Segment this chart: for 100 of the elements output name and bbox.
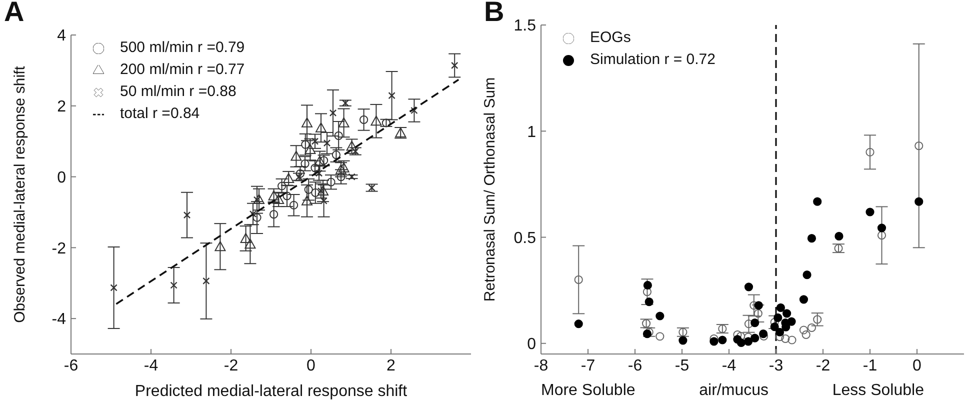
point	[802, 270, 812, 280]
point	[290, 200, 298, 210]
point	[326, 178, 336, 186]
point	[388, 92, 396, 100]
y-tick-label: 4	[57, 28, 66, 45]
point	[678, 336, 688, 345]
point	[656, 312, 664, 320]
point	[866, 148, 874, 156]
point	[754, 301, 763, 310]
legend-label: 50 ml/min r =0.88	[120, 83, 236, 100]
point	[644, 297, 654, 306]
legend-label: 200 ml/min r =0.77	[120, 61, 245, 78]
legend-label: Simulation r = 0.72	[590, 51, 716, 68]
point	[244, 238, 256, 249]
point	[914, 197, 924, 206]
point	[302, 195, 312, 206]
x-tick-label: -2	[816, 357, 830, 374]
point	[744, 337, 753, 346]
x-tick-label: -6	[64, 357, 78, 374]
x-tick-label: -4	[144, 357, 158, 374]
point	[799, 295, 808, 304]
point	[301, 140, 310, 149]
x-tick-label: -8	[534, 357, 548, 374]
legend-label: EOGs	[590, 29, 631, 46]
point	[202, 277, 210, 285]
point	[776, 303, 785, 312]
point	[283, 173, 294, 184]
point	[807, 323, 816, 332]
point	[754, 309, 762, 318]
point	[718, 336, 727, 344]
x-tick-label: 2	[386, 357, 396, 374]
point	[170, 282, 178, 289]
y-tick-label: 0	[57, 169, 66, 186]
point	[282, 192, 292, 200]
text: B	[484, 0, 504, 28]
point	[270, 210, 278, 219]
point	[788, 336, 796, 344]
point	[710, 337, 718, 346]
point	[718, 324, 727, 334]
text: More Soluble	[541, 382, 636, 400]
point	[296, 169, 304, 178]
point	[574, 275, 583, 284]
point	[744, 282, 754, 292]
point	[304, 185, 313, 194]
point	[656, 332, 664, 341]
point	[338, 117, 350, 128]
point	[574, 320, 583, 328]
x-tick-label: 0	[306, 357, 316, 374]
point	[110, 284, 118, 292]
point	[278, 182, 286, 190]
point	[240, 232, 252, 243]
point	[360, 115, 368, 124]
point	[781, 334, 790, 344]
text: A	[4, 0, 24, 28]
point	[254, 194, 264, 204]
legend-label: total r =0.84	[120, 105, 200, 122]
x-tick-label: -3	[768, 357, 784, 374]
point	[770, 322, 779, 332]
x-tick-label: -4	[722, 357, 736, 374]
point	[807, 234, 816, 243]
point	[877, 231, 886, 240]
x-axis-title: Predicted medial-lateral response shift	[134, 383, 408, 400]
point	[183, 211, 191, 219]
point	[310, 164, 320, 172]
point	[316, 122, 326, 132]
y-axis-title: Observed medial-lateral response shift	[11, 65, 28, 323]
point	[750, 334, 760, 342]
point	[311, 188, 320, 198]
y-axis-title: Retronasal Sum/ Orthonasal Sum	[481, 77, 498, 302]
point	[410, 106, 418, 114]
point	[834, 244, 843, 253]
y-tick-label: 2	[57, 98, 66, 116]
point	[214, 241, 226, 252]
y-tick-label: -4	[52, 311, 66, 328]
point	[813, 197, 822, 206]
x-tick-label: -7	[580, 357, 596, 374]
point	[323, 140, 331, 147]
y-tick-label: 1.5	[514, 18, 536, 35]
point	[877, 224, 886, 232]
point	[866, 208, 874, 216]
y-tick-label: -2	[52, 240, 66, 258]
point	[813, 315, 822, 324]
point	[342, 99, 349, 107]
y-tick-label: 0.5	[514, 230, 536, 247]
x-tick-label: -5	[674, 357, 690, 374]
point	[290, 150, 302, 161]
text: Less Soluble	[832, 382, 925, 400]
point	[799, 326, 808, 334]
y-tick-label: 1	[527, 124, 536, 141]
point	[642, 288, 652, 296]
point	[370, 116, 382, 126]
y-tick-label: 0	[527, 336, 536, 354]
point	[368, 184, 376, 192]
point	[736, 338, 746, 348]
point	[304, 144, 316, 154]
x-tick-label: 0	[912, 357, 922, 374]
x-tick-label: -2	[224, 357, 238, 374]
point	[834, 232, 844, 240]
point	[334, 131, 343, 140]
point	[252, 213, 262, 222]
